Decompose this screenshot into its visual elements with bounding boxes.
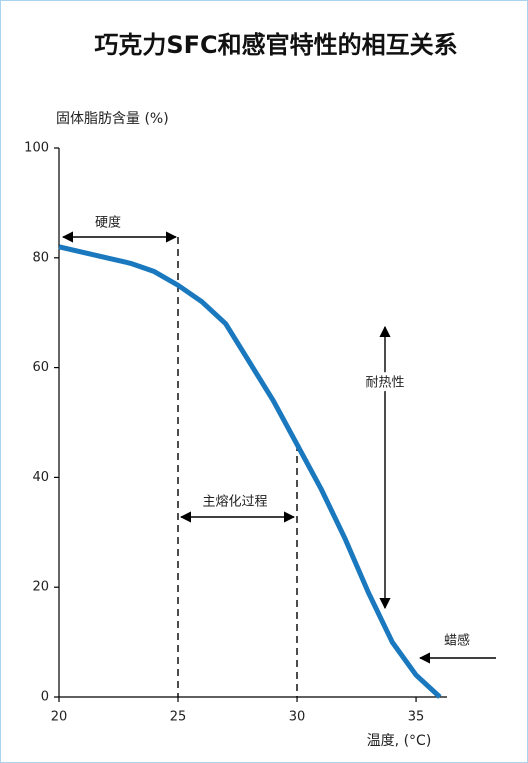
y-tick-label: 0 bbox=[41, 690, 49, 705]
y-tick-label: 80 bbox=[32, 250, 49, 265]
x-tick-label: 25 bbox=[170, 710, 187, 725]
sfc-line bbox=[58, 244, 442, 699]
annotation: 硬度 bbox=[95, 215, 121, 231]
annotation: 耐热性 bbox=[365, 376, 404, 391]
y-axis-label: 固体脂肪含量 (%) bbox=[56, 111, 169, 127]
y-tick-label: 40 bbox=[32, 470, 49, 485]
x-tick-label: 30 bbox=[289, 710, 306, 725]
x-tick-label: 20 bbox=[51, 710, 68, 725]
annotation: 蜡感 bbox=[444, 633, 470, 649]
x-tick-label: 35 bbox=[408, 710, 425, 725]
y-tick-label: 100 bbox=[24, 141, 49, 156]
x-axis-label: 温度, (°C) bbox=[367, 733, 432, 749]
y-tick-label: 60 bbox=[32, 360, 49, 375]
annotation: 主熔化过程 bbox=[202, 495, 267, 510]
chart-title: 巧克力SFC和感官特性的相互关系 bbox=[94, 31, 457, 59]
y-tick-label: 20 bbox=[32, 580, 49, 595]
